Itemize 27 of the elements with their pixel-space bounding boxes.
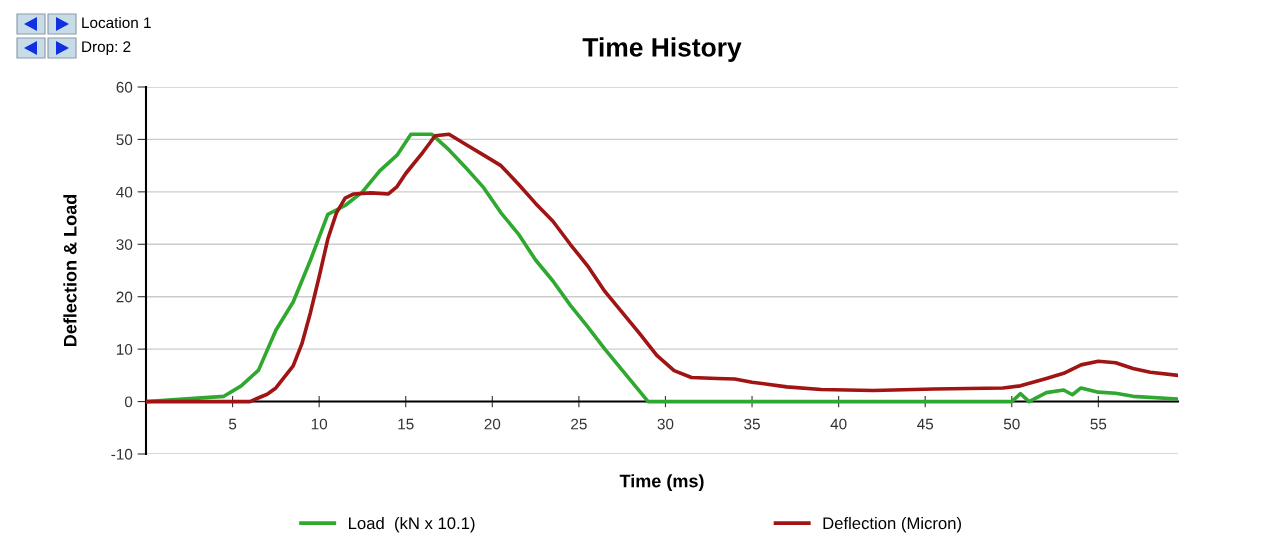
x-axis-title: Time (ms) [619,474,704,491]
y-axis-title: Deflection & Load [63,194,77,347]
y-tick-label: 40 [116,186,133,198]
x-tick-label: 45 [917,418,934,430]
x-tick-label: 5 [228,418,237,430]
x-tick-label: 25 [571,418,587,430]
x-tick-label: 55 [1090,418,1107,430]
x-tick-label: 40 [830,418,847,430]
legend-label: Deflection (Micron) [823,516,961,533]
text: Drop: 2 [82,41,131,56]
x-tick-label: 50 [1003,418,1020,430]
y-tick-label: 50 [116,134,133,146]
legend-label: Load (kN x 10.1) [349,516,475,533]
y-tick-label: -10 [111,448,133,460]
x-tick-label: 30 [657,418,674,430]
y-tick-label: 0 [124,396,133,408]
y-tick-label: 20 [116,291,133,303]
text: Location 1 [82,16,151,29]
x-tick-label: 35 [744,418,760,430]
x-tick-label: 15 [398,418,414,430]
chart-title: Time History [582,37,742,62]
y-tick-label: 60 [116,81,133,93]
y-tick-label: 30 [116,239,133,250]
x-tick-label: 10 [311,418,328,430]
line-series [146,132,1178,404]
y-tick-label: 10 [116,344,133,355]
x-tick-label: 20 [484,418,501,430]
